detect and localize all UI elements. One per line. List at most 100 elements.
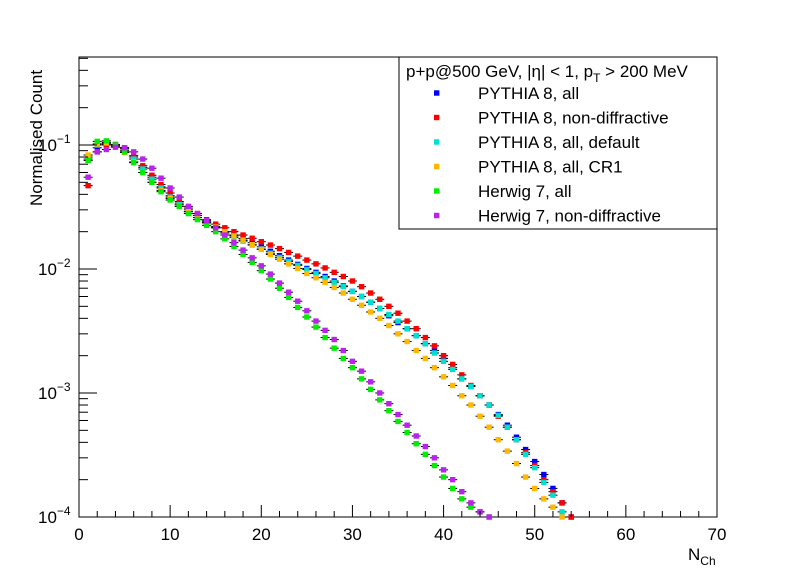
data-point [459,376,465,382]
data-point [231,233,237,239]
data-point [240,232,246,238]
data-point [459,372,465,378]
data-point [377,397,383,403]
legend-entry: Herwig 7, all [434,182,572,201]
data-point [477,413,483,419]
data-point [367,299,374,305]
data-point [149,176,155,182]
data-point [504,448,511,454]
data-point [222,225,228,231]
y-tick-exponent: −2 [57,256,71,270]
data-point [449,361,456,368]
series-5 [83,138,494,520]
data-point [331,284,337,291]
legend-header-rest: > 200 MeV [600,62,688,81]
data-point [395,310,401,316]
data-point [176,203,182,210]
data-point [404,338,410,345]
data-point [459,393,465,399]
legend-marker [434,212,440,219]
data-point [550,504,556,510]
data-point [431,462,438,469]
data-point [386,322,392,329]
x-axis-label-sub: Ch [700,554,715,568]
data-point [431,343,438,349]
x-tick-label: 10 [161,525,180,544]
data-point [240,247,246,253]
legend-entry: Herwig 7, non-diffractive [434,207,661,226]
data-point [304,314,310,320]
x-tick-label: 50 [525,525,544,544]
data-point [395,418,401,425]
plot-frame [78,56,718,518]
data-point [130,156,137,162]
data-point [459,488,465,495]
data-point [158,175,164,181]
y-tick-exponent: −3 [57,380,71,394]
x-tick-label: 40 [434,525,453,544]
data-point [422,443,429,450]
data-point [367,290,374,296]
data-point [313,324,319,330]
data-point [222,232,228,238]
legend-box [398,56,718,230]
data-point [231,239,237,246]
data-point [103,138,110,144]
legend-label: Herwig 7, non-diffractive [478,207,661,226]
data-point [422,340,429,347]
y-tick-base: 10 [38,384,57,403]
data-point [550,485,556,492]
data-point [276,280,283,286]
data-marks [83,138,576,520]
data-point [404,326,410,332]
data-point [404,429,410,436]
data-point [267,242,274,248]
data-point [367,386,374,393]
data-point [477,393,483,399]
legend-label: PYTHIA 8, non-diffractive [478,109,669,128]
y-tick-label: 10−2 [38,256,71,279]
legend-marker [434,139,440,145]
data-point [140,156,146,162]
data-point [85,182,91,189]
data-point [340,355,347,362]
data-point [395,411,401,418]
data-point [386,400,392,407]
data-point [422,355,429,362]
y-axis-label: Normalised Count [27,70,46,206]
data-point [258,239,264,245]
data-point [85,152,91,158]
data-point [449,366,456,373]
data-point [149,165,155,171]
data-point [285,289,292,295]
data-point [149,172,155,178]
data-point [304,308,310,314]
legend-label: PYTHIA 8, all, CR1 [478,158,623,177]
data-point [203,218,210,224]
data-point [559,500,565,506]
data-point [249,259,255,266]
x-tick-label: 70 [708,525,727,544]
data-point [532,485,538,492]
data-point [440,358,447,365]
y-tick-base: 10 [38,136,57,155]
data-point [258,263,264,269]
data-point [167,197,173,203]
data-point [404,318,410,324]
data-point [295,253,301,259]
data-point [249,235,255,241]
data-point [240,251,246,258]
data-point [331,269,337,276]
data-point [203,222,210,229]
data-point [377,390,383,396]
data-point [349,278,356,284]
data-point [285,249,292,256]
data-point [541,496,547,502]
data-point [130,159,137,166]
data-point [349,358,356,365]
data-point [94,138,100,145]
data-point [85,157,91,164]
data-point [413,441,419,447]
data-point [222,236,228,242]
